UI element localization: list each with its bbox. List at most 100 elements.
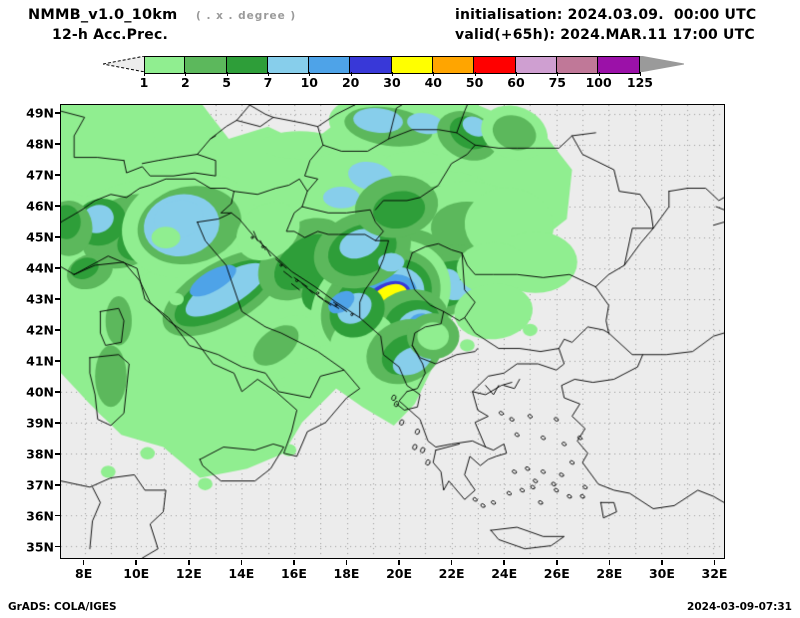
x-axis-tick bbox=[450, 560, 453, 565]
x-axis-tick bbox=[345, 560, 348, 565]
colorbar-swatch bbox=[598, 57, 640, 73]
colorbar-tick-label: 1 bbox=[139, 75, 149, 90]
colorbar-tick bbox=[598, 72, 600, 76]
x-axis-tick bbox=[555, 560, 558, 565]
y-axis-label: 46N bbox=[26, 198, 54, 214]
colorbar-tick bbox=[557, 72, 559, 76]
x-axis-label: 12E bbox=[175, 566, 202, 581]
y-axis-ticks bbox=[0, 104, 60, 559]
y-axis-labels: 49N 48N 47N 46N 45N 44N 43N 42N 41N 40N 39N 38N 37N 3… bbox=[0, 104, 54, 559]
colorbar-over-arrow-icon bbox=[640, 56, 684, 72]
x-axis-tick bbox=[503, 560, 505, 565]
x-axis-tick bbox=[82, 560, 85, 565]
colorbar-tick-label: 60 bbox=[507, 75, 525, 90]
y-axis-tick bbox=[55, 391, 60, 393]
colorbar-swatch bbox=[474, 57, 516, 73]
x-axis-tick bbox=[608, 560, 611, 565]
colorbar-swatch bbox=[433, 57, 475, 73]
precipitation-field-canvas bbox=[61, 105, 724, 558]
colorbar-swatch bbox=[515, 57, 557, 73]
x-axis-label: 24E bbox=[491, 566, 518, 581]
x-axis-tick bbox=[661, 560, 663, 565]
x-axis-label: 32E bbox=[701, 566, 728, 581]
colorbar-tick bbox=[474, 72, 476, 76]
x-axis-tick bbox=[187, 560, 190, 565]
x-axis-label: 8E bbox=[75, 566, 93, 581]
x-axis-tick bbox=[398, 560, 400, 565]
colorbar-tick bbox=[639, 72, 641, 76]
y-axis-label: 48N bbox=[26, 136, 54, 152]
y-axis-label: 45N bbox=[26, 229, 54, 245]
colorbar-swatch bbox=[267, 57, 310, 73]
y-axis-label: 47N bbox=[26, 167, 54, 183]
x-axis-label: 30E bbox=[648, 566, 675, 581]
colorbar-tick bbox=[309, 72, 311, 76]
y-axis-tick bbox=[55, 174, 60, 176]
x-axis-tick bbox=[240, 560, 243, 565]
x-axis-label: 26E bbox=[543, 566, 570, 581]
initialisation-label: initialisation: 2024.03.09. 00:00 UTC bbox=[455, 7, 757, 23]
x-axis-label: 22E bbox=[438, 566, 465, 581]
colorbar-under-arrow-icon bbox=[103, 56, 145, 72]
colorbar-tick bbox=[144, 72, 145, 76]
y-axis-label: 39N bbox=[26, 415, 54, 431]
colorbar-tick bbox=[350, 72, 352, 76]
y-axis-tick bbox=[55, 545, 60, 548]
colorbar-swatch bbox=[185, 57, 227, 73]
y-axis-tick bbox=[55, 112, 60, 115]
colorbar-tick bbox=[226, 72, 228, 76]
colorbar-swatch bbox=[226, 57, 268, 73]
colorbar-tick bbox=[391, 72, 393, 76]
y-axis-label: 38N bbox=[26, 446, 54, 462]
x-axis-tick bbox=[293, 560, 295, 565]
y-axis-label: 35N bbox=[26, 539, 54, 555]
colorbar-tick bbox=[515, 72, 517, 76]
x-axis-tick bbox=[135, 560, 138, 565]
colorbar-tick-label: 5 bbox=[222, 75, 232, 90]
field-name-label: 12-h Acc.Prec. bbox=[52, 27, 168, 43]
y-axis-tick bbox=[55, 267, 60, 269]
y-axis-label: 49N bbox=[26, 105, 54, 121]
y-axis-tick bbox=[55, 143, 60, 146]
colorbar-swatch bbox=[144, 57, 186, 73]
map-plot-area bbox=[60, 104, 725, 559]
x-axis-label: 10E bbox=[123, 566, 150, 581]
y-axis-tick bbox=[55, 329, 60, 331]
y-axis-tick bbox=[55, 483, 60, 486]
colorbar-tick-label: 20 bbox=[341, 75, 360, 90]
y-axis-label: 36N bbox=[26, 508, 54, 524]
colorbar-tick-label: 10 bbox=[300, 75, 319, 90]
x-axis-label: 28E bbox=[596, 566, 623, 581]
y-axis-tick bbox=[55, 422, 60, 424]
valid-time-label: valid(+65h): 2024.MAR.11 17:00 UTC bbox=[455, 27, 755, 43]
colorbar-tick bbox=[185, 72, 187, 76]
y-axis-tick bbox=[55, 298, 60, 300]
model-name-label: NMMB_v1.0_10km bbox=[28, 7, 178, 23]
colorbar: 1 2 5 7 10 20 30 40 50 60 75 100 125 bbox=[0, 54, 800, 90]
colorbar-swatches bbox=[144, 56, 640, 74]
y-axis-label: 40N bbox=[26, 384, 54, 400]
colorbar-swatch bbox=[391, 57, 434, 73]
colorbar-tick-label: 30 bbox=[383, 75, 401, 90]
x-axis-tick bbox=[713, 560, 716, 565]
x-axis-label: 14E bbox=[228, 566, 255, 581]
y-axis-label: 42N bbox=[26, 322, 54, 338]
y-axis-tick bbox=[55, 236, 60, 238]
x-axis-labels: 8E 10E 12E 14E 16E 18E 20E 22E 24E 26E 28E 30E 32E bbox=[0, 560, 800, 584]
y-axis-label: 44N bbox=[26, 260, 54, 276]
footer-credit: GrADS: COLA/IGES bbox=[8, 601, 117, 613]
colorbar-tick-label: 75 bbox=[548, 75, 566, 90]
x-axis-label: 20E bbox=[386, 566, 413, 581]
colorbar-tick-label: 40 bbox=[424, 75, 442, 90]
y-axis-label: 41N bbox=[26, 353, 54, 369]
colorbar-tick bbox=[433, 72, 435, 76]
colorbar-tick-label: 2 bbox=[180, 75, 190, 90]
y-axis-label: 43N bbox=[26, 291, 54, 307]
colorbar-tick-label: 7 bbox=[263, 75, 273, 90]
colorbar-tick bbox=[267, 72, 269, 76]
colorbar-swatch bbox=[556, 57, 599, 73]
y-axis-tick bbox=[55, 205, 60, 207]
y-axis-tick bbox=[55, 514, 60, 517]
colorbar-tick-label: 50 bbox=[465, 75, 484, 90]
footer-timestamp: 2024-03-09-07:31 bbox=[687, 601, 792, 613]
